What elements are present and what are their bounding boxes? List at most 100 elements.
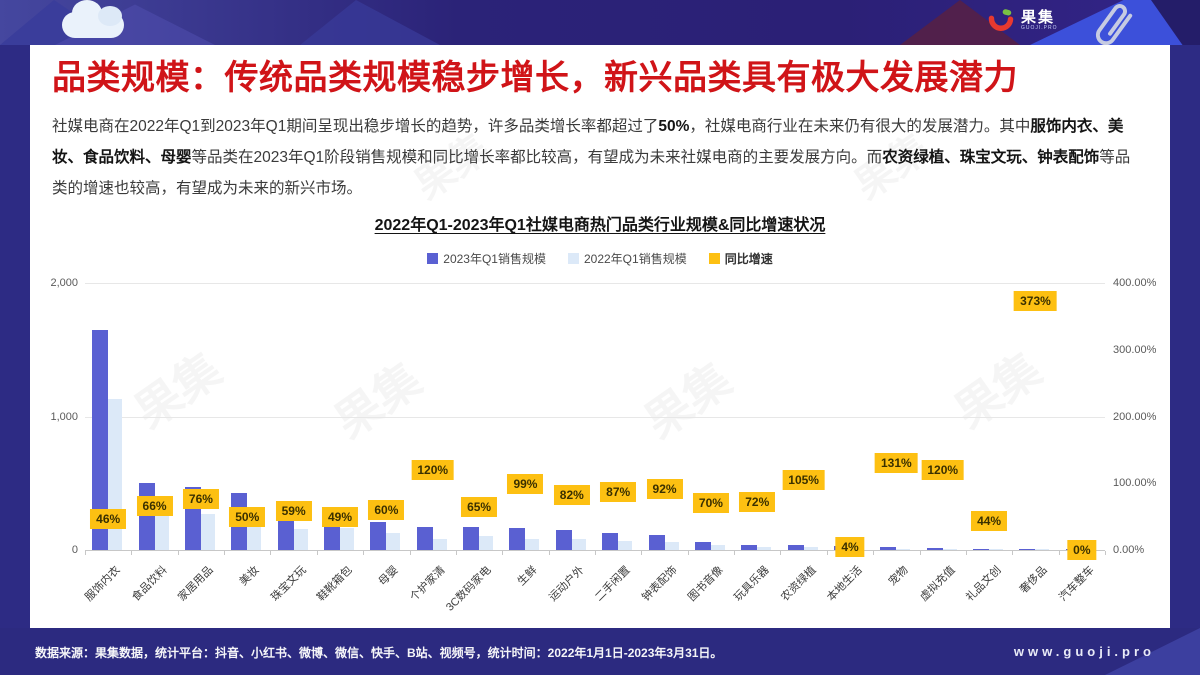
growth-label: 70% [692,493,729,514]
growth-label: 82% [553,485,590,506]
bar-2023 [926,547,943,550]
legend-item: 2022年Q1销售规模 [567,250,687,267]
bar-2022 [989,548,1004,550]
growth-label: 44% [971,510,1008,531]
x-axis-tick [270,551,272,555]
bar-2023 [416,526,433,550]
growth-label: 60% [368,499,405,520]
y-axis-label-left: 1,000 [50,410,78,423]
bar-2022 [386,532,401,550]
growth-label: 46% [90,509,127,530]
bar-2022 [340,528,354,550]
x-axis-tick [919,551,921,555]
x-axis-tick [1012,551,1014,555]
x-axis-tick [687,551,689,555]
bar-2022 [896,548,911,550]
guoji-logo: 果集 GUOJI.PRO [988,8,1058,34]
y-axis-label-right: 300.00% [1113,343,1157,356]
bar-2022 [942,548,957,550]
growth-label: 0% [1067,540,1097,560]
chart-title: 2022年Q1-2023年Q1社媒电商热门品类行业规模&同比增速状况 [374,217,826,234]
growth-label: 131% [875,452,918,473]
bar-2022 [618,541,633,550]
growth-label: 50% [229,506,266,527]
bar-2023 [602,533,619,550]
x-axis-tick [177,551,179,555]
growth-label: 105% [782,469,825,490]
growth-label: 99% [507,473,544,494]
bar-2023 [694,542,711,550]
y-axis-label-right: 200.00% [1113,410,1157,423]
bar-2022 [293,529,308,550]
y-axis-label-right: 0.00% [1113,544,1145,556]
legend-item: 同比增速 [708,250,773,267]
bar-2022 [432,539,447,550]
x-axis-line [85,550,1105,551]
x-axis-tick [826,551,828,555]
growth-label: 4% [835,537,865,558]
legend-item: 2023年Q1销售规模 [427,250,546,267]
chart-legend: 2023年Q1销售规模 2022年Q1销售规模 同比增速 [30,250,1170,267]
bar-2022 [479,535,494,550]
header-band: 果集 GUOJI.PRO [0,0,1200,46]
bar-2023 [880,546,897,550]
bar-2023 [1019,548,1036,550]
bar-2023 [509,527,526,550]
gridline [85,416,1105,418]
bar-2023 [92,329,109,550]
paperclip-icon [1095,4,1133,46]
guoji-logo-icon [988,9,1014,31]
growth-label: 92% [646,478,683,499]
bar-2023 [463,526,480,550]
bar-2022 [154,509,169,550]
legend-label: 2022年Q1销售规模 [583,252,687,266]
legend-label: 2023年Q1销售规模 [443,252,546,266]
growth-label: 87% [600,481,637,502]
y-axis-label-left: 0 [71,544,78,556]
x-axis-tick [641,551,643,555]
logo-subtext: GUOJI.PRO [1021,25,1058,31]
x-axis-tick [780,551,782,555]
intro-emphasis: 50% [658,118,690,135]
bar-chart: 2,000 1,000 0 400.00% 300.00% 200.00% 100.00% 0… [30,45,1170,628]
bar-2023 [648,534,665,550]
page-title: 品类规模：传统品类规模稳步增长，新兴品类具有极大发展潜力 [52,59,1018,97]
legend-swatch [567,253,579,264]
cloud-illustration [62,0,124,38]
logo-text: 果集 [1021,9,1056,26]
legend-swatch [708,253,720,264]
bar-2022 [757,547,772,550]
growth-label: 66% [136,495,173,516]
bar-2022 [525,538,540,550]
x-axis-tick [734,551,736,555]
intro-text: ，社媒电商行业在未来仍有很大的发展潜力。其中 [689,118,1031,135]
bar-2022 [1035,548,1050,550]
bar-2022 [710,545,725,550]
bar-2023 [370,521,387,550]
bar-2022 [571,539,586,550]
website-link: www.guoji.pro [1013,644,1155,659]
bar-2023 [555,529,572,550]
x-axis-tick [595,551,596,555]
content-panel: 果集 果集 果集 果集 果集 果集 品类规模：传统品类规模稳步增长，新兴品类具有… [30,45,1170,628]
y-axis-label-right: 100.00% [1113,477,1157,490]
intro-paragraph: 社媒电商在2022年Q1到2023年Q1期间呈现出稳步增长的趋势，许多品类增长率… [52,111,1140,204]
bar-2023 [973,548,990,550]
x-axis-tick [502,551,504,555]
intro-text: 社媒电商在2022年Q1到2023年Q1期间呈现出稳步增长的趋势，许多品类增长率… [52,118,659,135]
bar-2023 [741,544,758,550]
bar-2022 [664,542,679,550]
x-axis-tick [1105,551,1106,555]
growth-label: 76% [182,489,219,510]
data-source-note: 数据来源：果集数据，统计平台：抖音、小红书、微博、微信、快手、B站、视频号，统计… [35,646,723,660]
intro-text: 等品类的增速也较高，有望成为未来的新兴市场。 [52,149,1131,197]
bar-2023 [277,516,294,550]
x-axis-tick [409,551,411,555]
x-axis-tick [85,551,86,555]
growth-label: 49% [321,507,359,528]
growth-label: 65% [461,496,498,517]
legend-label: 同比增速 [724,252,773,266]
bar-2022 [200,513,215,550]
gridline [85,283,1105,284]
